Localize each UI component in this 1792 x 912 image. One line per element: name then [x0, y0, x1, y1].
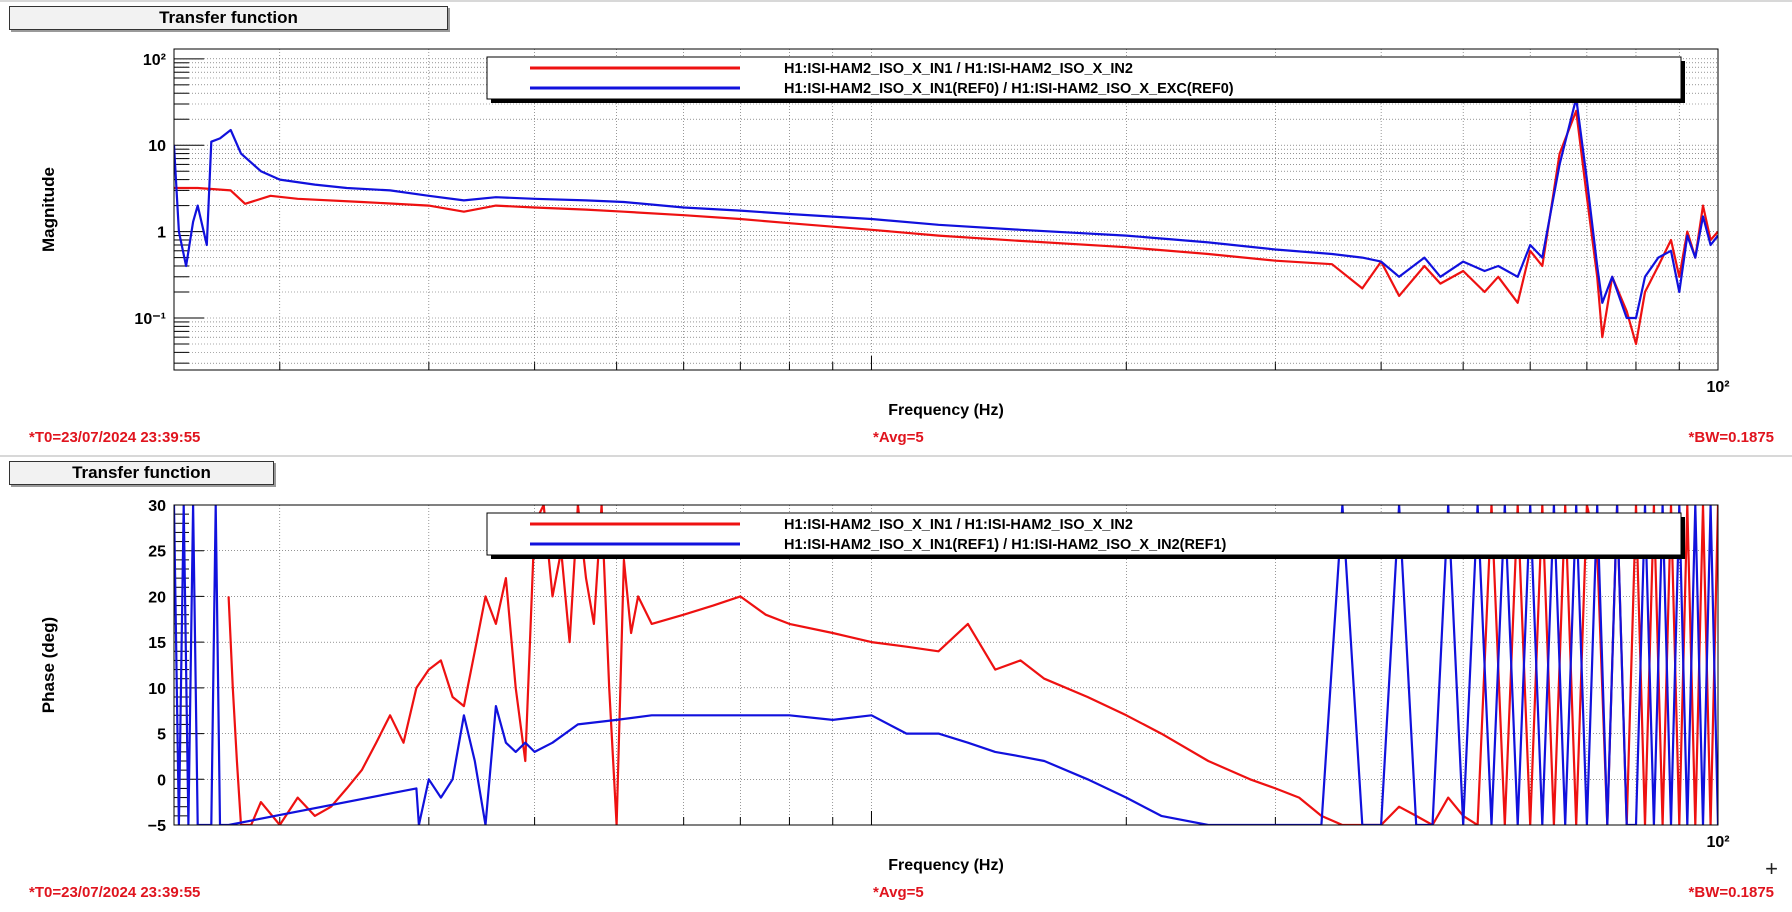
footer-t0: *T0=23/07/2024 23:39:55: [29, 884, 201, 901]
series-line-0: [174, 109, 1718, 346]
magnitude-plot[interactable]: 10² 10 1 10⁻¹ 10² Frequency (Hz) Magnitude H1:I…: [0, 2, 1792, 454]
legend-label: H1:ISI-HAM2_ISO_X_IN1 / H1:ISI-HAM2_ISO_…: [784, 517, 1133, 533]
legend-label: H1:ISI-HAM2_ISO_X_IN1(REF0) / H1:ISI-HAM…: [784, 81, 1234, 97]
legend: H1:ISI-HAM2_ISO_X_IN1 / H1:ISI-HAM2_ISO_…: [486, 56, 1685, 103]
y-tick-label: 10²: [143, 52, 166, 69]
panel-title: Transfer function: [9, 461, 274, 485]
y-tick-label: 0: [157, 772, 166, 789]
series-line-1: [174, 505, 1718, 825]
y-tick-label: 10: [148, 138, 166, 155]
footer-t0: *T0=23/07/2024 23:39:55: [29, 429, 201, 446]
footer-avg: *Avg=5: [873, 429, 924, 446]
legend: H1:ISI-HAM2_ISO_X_IN1 / H1:ISI-HAM2_ISO_…: [486, 512, 1685, 559]
x-axis-label: Frequency (Hz): [888, 857, 1004, 874]
plot-frame: [173, 48, 1719, 371]
phase-plot[interactable]: 30 25 20 15 10 5 0 −5 10² Frequency (Hz) Phase (de…: [0, 457, 1792, 912]
series-line-0: [227, 505, 1718, 825]
plot-frame: [173, 504, 1719, 826]
y-tick-label: 20: [148, 589, 166, 606]
y-tick-label: 5: [157, 727, 166, 744]
series-group: [174, 505, 1718, 825]
y-tick-label: −5: [148, 818, 166, 835]
panel-title: Transfer function: [9, 6, 448, 30]
series-line-1: [174, 97, 1718, 320]
y-axis-label: Magnitude: [39, 167, 58, 252]
x-axis-label: Frequency (Hz): [888, 402, 1004, 419]
y-tick-label: 1: [157, 225, 166, 242]
footer-bw: *BW=0.1875: [1688, 429, 1774, 446]
y-tick-label: 25: [148, 544, 166, 561]
legend-box: [486, 56, 1682, 100]
footer-bw: *BW=0.1875: [1688, 884, 1774, 901]
phase-panel: Transfer function 30 25 20 15 10 5 0 −5 10² Frequ…: [0, 455, 1792, 912]
x-tick-label: 10²: [1706, 379, 1729, 396]
x-grid: [279, 49, 1680, 370]
magnitude-panel: Transfer function 10² 10 1 10⁻¹ 10² Frequency…: [0, 0, 1792, 454]
footer-avg: *Avg=5: [873, 884, 924, 901]
x-tick-label: 10²: [1706, 834, 1729, 851]
legend-label: H1:ISI-HAM2_ISO_X_IN1(REF1) / H1:ISI-HAM…: [784, 537, 1227, 553]
y-tick-label: 10⁻¹: [134, 311, 166, 328]
y-tick-label: 15: [148, 635, 166, 652]
crosshair-cursor-icon: +: [1765, 856, 1778, 881]
legend-label: H1:ISI-HAM2_ISO_X_IN1 / H1:ISI-HAM2_ISO_…: [784, 61, 1133, 77]
series-group: [174, 97, 1718, 346]
legend-box: [486, 512, 1682, 556]
y-tick-label: 30: [148, 498, 166, 515]
y-tick-label: 10: [148, 681, 166, 698]
y-axis-label: Phase (deg): [39, 617, 58, 713]
